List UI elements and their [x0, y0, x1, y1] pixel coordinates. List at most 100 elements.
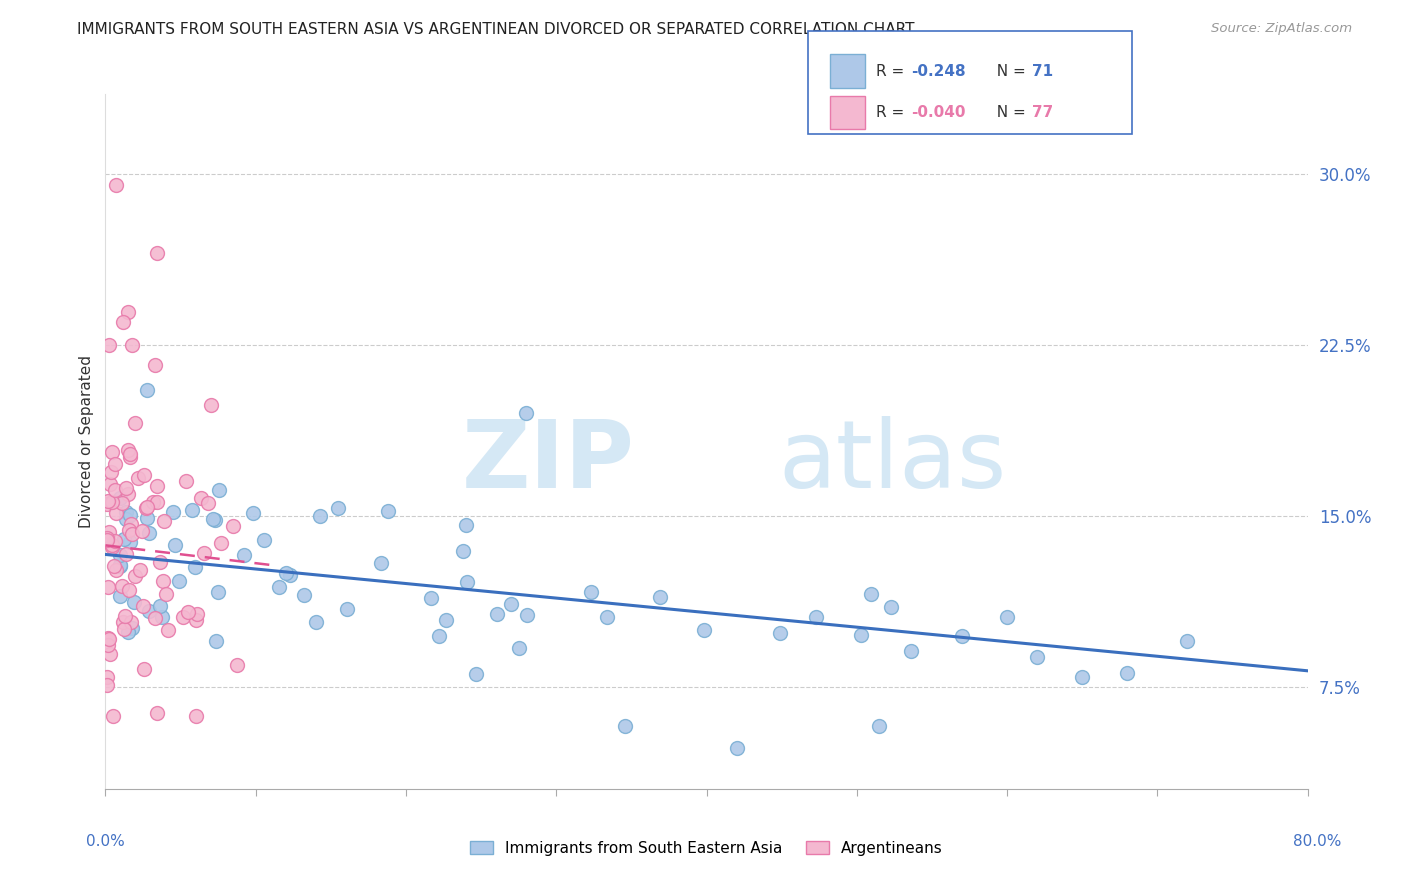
Point: [900, 644, 922, 658]
Point: [97, 525, 120, 540]
Point: [120, 517, 142, 532]
Point: [427, 629, 450, 643]
Point: [96, 498, 118, 512]
Point: [162, 505, 184, 519]
Text: N =: N =: [987, 105, 1031, 120]
Point: [121, 526, 143, 541]
Point: [579, 585, 602, 599]
Point: [152, 515, 174, 529]
Point: [111, 615, 134, 629]
Point: [276, 566, 298, 580]
Point: [485, 607, 508, 621]
Point: [127, 470, 149, 484]
Point: [304, 615, 326, 629]
Point: [377, 504, 399, 518]
Point: [193, 546, 215, 560]
Y-axis label: Divorced or Separated: Divorced or Separated: [79, 355, 94, 528]
Point: [186, 607, 208, 621]
Text: -0.040: -0.040: [911, 105, 966, 120]
Point: [105, 506, 128, 520]
Point: [253, 533, 276, 548]
Point: [115, 482, 138, 496]
Point: [226, 658, 249, 673]
Point: [97, 580, 120, 594]
Point: [104, 534, 127, 549]
Legend: Immigrants from South Eastern Asia, Argentineans: Immigrants from South Eastern Asia, Arge…: [464, 835, 949, 862]
Point: [614, 718, 637, 732]
Point: [209, 536, 232, 550]
Point: [104, 457, 127, 471]
Point: [165, 538, 187, 552]
Point: [859, 587, 882, 601]
Point: [104, 483, 127, 497]
Point: [156, 623, 179, 637]
Point: [174, 474, 197, 488]
Point: [96, 670, 118, 684]
Point: [184, 559, 207, 574]
Point: [995, 609, 1018, 624]
Point: [135, 501, 157, 516]
Point: [96, 533, 118, 547]
Point: [118, 535, 141, 549]
Point: [1071, 670, 1094, 684]
Point: [124, 416, 146, 430]
Point: [118, 523, 141, 537]
Point: [110, 548, 132, 562]
Text: 0.0%: 0.0%: [86, 834, 125, 848]
Point: [132, 599, 155, 614]
Point: [205, 633, 228, 648]
Point: [117, 442, 139, 457]
Point: [186, 613, 208, 627]
Text: Source: ZipAtlas.com: Source: ZipAtlas.com: [1212, 22, 1353, 36]
Point: [110, 589, 132, 603]
Point: [104, 178, 127, 192]
Point: [97, 494, 120, 508]
Point: [1026, 649, 1049, 664]
Point: [693, 623, 716, 637]
Point: [725, 741, 748, 756]
Point: [172, 609, 194, 624]
Point: [177, 605, 200, 619]
Point: [146, 706, 169, 721]
Point: [143, 611, 166, 625]
Point: [104, 562, 127, 576]
Text: 80.0%: 80.0%: [1294, 834, 1341, 848]
Point: [434, 613, 457, 627]
Point: [222, 518, 245, 533]
Point: [97, 638, 120, 652]
Text: -0.248: -0.248: [911, 63, 966, 78]
Text: R =: R =: [876, 63, 910, 78]
Point: [138, 604, 160, 618]
Point: [131, 524, 153, 538]
Point: [110, 559, 132, 574]
Point: [97, 632, 120, 646]
Point: [142, 495, 165, 509]
Point: [122, 595, 145, 609]
Point: [769, 626, 792, 640]
Point: [117, 487, 139, 501]
Point: [596, 610, 619, 624]
Point: [115, 504, 138, 518]
Text: ZIP: ZIP: [461, 417, 634, 508]
Point: [880, 599, 903, 614]
Point: [134, 467, 156, 482]
Point: [149, 599, 172, 613]
Point: [152, 574, 174, 589]
Point: [110, 558, 132, 572]
Point: [515, 406, 537, 420]
Point: [136, 383, 159, 397]
Point: [101, 709, 124, 723]
Point: [128, 563, 150, 577]
Text: IMMIGRANTS FROM SOUTH EASTERN ASIA VS ARGENTINEAN DIVORCED OR SEPARATED CORRELAT: IMMIGRANTS FROM SOUTH EASTERN ASIA VS AR…: [77, 22, 915, 37]
Point: [202, 512, 225, 526]
Point: [121, 621, 143, 635]
Point: [309, 508, 332, 523]
Point: [328, 500, 350, 515]
Point: [100, 540, 122, 554]
Point: [499, 597, 522, 611]
Point: [121, 337, 143, 351]
Point: [950, 629, 973, 643]
Point: [150, 609, 173, 624]
Point: [207, 585, 229, 599]
Point: [456, 575, 478, 590]
